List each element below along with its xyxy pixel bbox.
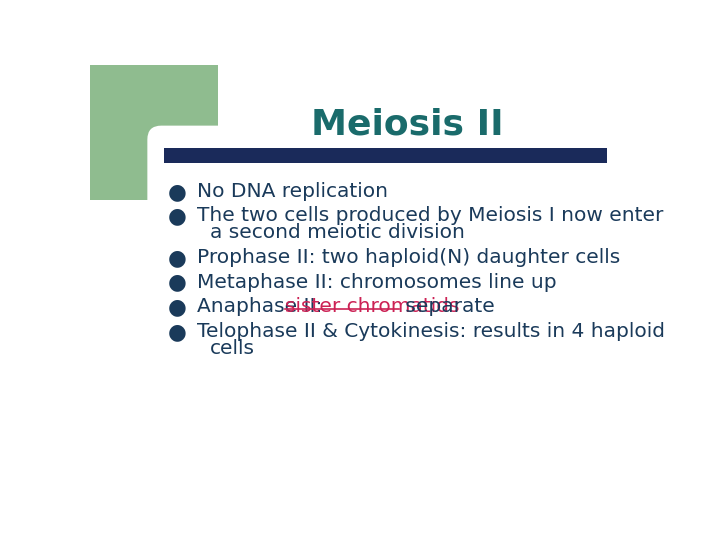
Text: cells: cells — [210, 339, 255, 358]
Text: ●: ● — [168, 206, 187, 226]
Text: Telophase II & Cytokinesis: results in 4 haploid: Telophase II & Cytokinesis: results in 4… — [197, 322, 665, 341]
Text: Metaphase II: chromosomes line up: Metaphase II: chromosomes line up — [197, 273, 557, 292]
Text: No DNA replication: No DNA replication — [197, 182, 388, 201]
Text: separate: separate — [399, 298, 495, 316]
Text: ●: ● — [168, 298, 187, 318]
Text: sister chromatids: sister chromatids — [284, 298, 459, 316]
Bar — [163, 148, 607, 164]
Bar — [90, 65, 163, 200]
Bar — [90, 65, 218, 142]
Bar — [162, 140, 220, 200]
Text: Prophase II: two haploid(N) daughter cells: Prophase II: two haploid(N) daughter cel… — [197, 248, 620, 267]
Text: a second meiotic division: a second meiotic division — [210, 224, 465, 242]
Text: ●: ● — [168, 182, 187, 202]
FancyBboxPatch shape — [148, 126, 238, 215]
Text: The two cells produced by Meiosis I now enter: The two cells produced by Meiosis I now … — [197, 206, 663, 226]
Text: ●: ● — [168, 322, 187, 342]
Text: Meiosis II: Meiosis II — [312, 108, 504, 142]
Text: ●: ● — [168, 273, 187, 293]
Text: Anaphase II:: Anaphase II: — [197, 298, 329, 316]
Text: ●: ● — [168, 248, 187, 268]
